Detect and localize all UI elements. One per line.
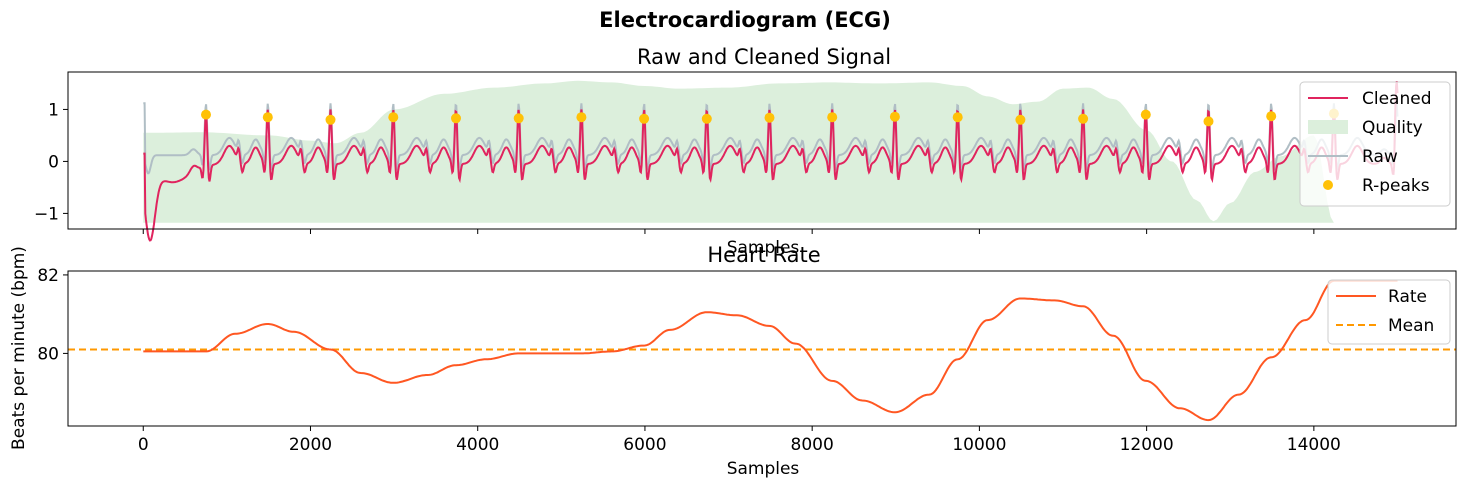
- figure-title: Electrocardiogram (ECG): [599, 8, 891, 32]
- r-peak-point: [827, 112, 838, 123]
- cleaned-signal-line: [143, 81, 1399, 242]
- r-peak-point: [576, 112, 587, 123]
- heart-rate-x-ticks: 0 2000 4000 6000 8000 10000 12000 14000: [138, 426, 1341, 455]
- signal-legend: Cleaned Quality Raw R-peaks: [1299, 81, 1451, 207]
- heart-rate-x-tick-label: 10000: [952, 435, 1006, 455]
- r-peak-point: [1078, 113, 1089, 124]
- signal-legend-label: Cleaned: [1362, 89, 1432, 109]
- r-peak-point: [1015, 114, 1026, 125]
- cleaned-signal-layer: [143, 81, 1399, 242]
- signal-panel-title: Raw and Cleaned Signal: [637, 45, 891, 69]
- heart-rate-x-tick-label: 14000: [1287, 435, 1341, 455]
- r-peak-point: [451, 113, 461, 124]
- rate-line-layer: [143, 279, 1398, 422]
- r-peak-point: [201, 109, 211, 120]
- heart-rate-y-tick-label: 82: [37, 266, 59, 286]
- heart-rate-x-tick-label: 12000: [1120, 435, 1174, 455]
- heart-rate-x-tick-label: 8000: [791, 435, 834, 455]
- r-peak-point: [1140, 109, 1151, 120]
- heart-rate-y-tick-label: 80: [37, 344, 59, 364]
- signal-legend-label: Quality: [1362, 118, 1423, 138]
- r-peak-point: [388, 112, 399, 123]
- r-peak-point: [325, 114, 336, 125]
- heart-rate-x-axis-label: Samples: [727, 459, 800, 479]
- r-peak-point: [889, 111, 900, 122]
- heart-rate-x-tick-label: 4000: [456, 435, 499, 455]
- legend-dot-swatch: [1323, 180, 1333, 190]
- heart-rate-y-ticks: 80 82: [37, 266, 68, 364]
- r-peak-point: [764, 112, 775, 123]
- legend-area-swatch: [1308, 120, 1348, 134]
- signal-y-ticks: −1 0 1: [34, 100, 68, 224]
- heart-rate-x-tick-label: 2000: [289, 435, 332, 455]
- heart-rate-x-tick-label: 0: [138, 435, 149, 455]
- r-peak-point: [1266, 111, 1277, 122]
- signal-x-ticks: [142, 229, 1315, 234]
- signal-panel: Raw and Cleaned Signal −1 0 1 Samples Clea…: [34, 45, 1457, 258]
- signal-y-tick-label: 1: [48, 100, 59, 120]
- heart-rate-legend-label: Rate: [1388, 287, 1427, 307]
- heart-rate-x-tick-label: 6000: [623, 435, 666, 455]
- heart-rate-y-axis-label: Beats per minute (bpm): [9, 246, 29, 450]
- signal-legend-box: [1299, 81, 1451, 207]
- r-peak-point: [262, 112, 273, 123]
- r-peak-point: [952, 112, 963, 123]
- r-peaks-layer: [201, 108, 1339, 127]
- heart-rate-panel-frame: [67, 270, 1457, 427]
- heart-rate-legend-label: Mean: [1388, 316, 1434, 336]
- heart-rate-panel-title: Heart Rate: [707, 243, 820, 267]
- heart-rate-panel: Heart Rate 80 82 0 2000 4000 6000 8000 10000 12…: [9, 243, 1457, 479]
- signal-x-axis-label: Samples: [727, 238, 800, 258]
- signal-y-tick-label: 0: [48, 152, 59, 172]
- r-peak-point: [639, 113, 650, 124]
- signal-legend-label: Raw: [1362, 147, 1398, 167]
- r-peak-point: [701, 113, 712, 124]
- signal-y-tick-label: −1: [34, 204, 59, 224]
- rate-line: [143, 279, 1398, 422]
- signal-panel-frame: [67, 71, 1457, 230]
- signal-legend-label: R-peaks: [1362, 176, 1430, 196]
- heart-rate-legend: Rate Mean: [1327, 279, 1451, 345]
- r-peak-point: [1203, 116, 1214, 127]
- r-peak-point: [513, 113, 524, 124]
